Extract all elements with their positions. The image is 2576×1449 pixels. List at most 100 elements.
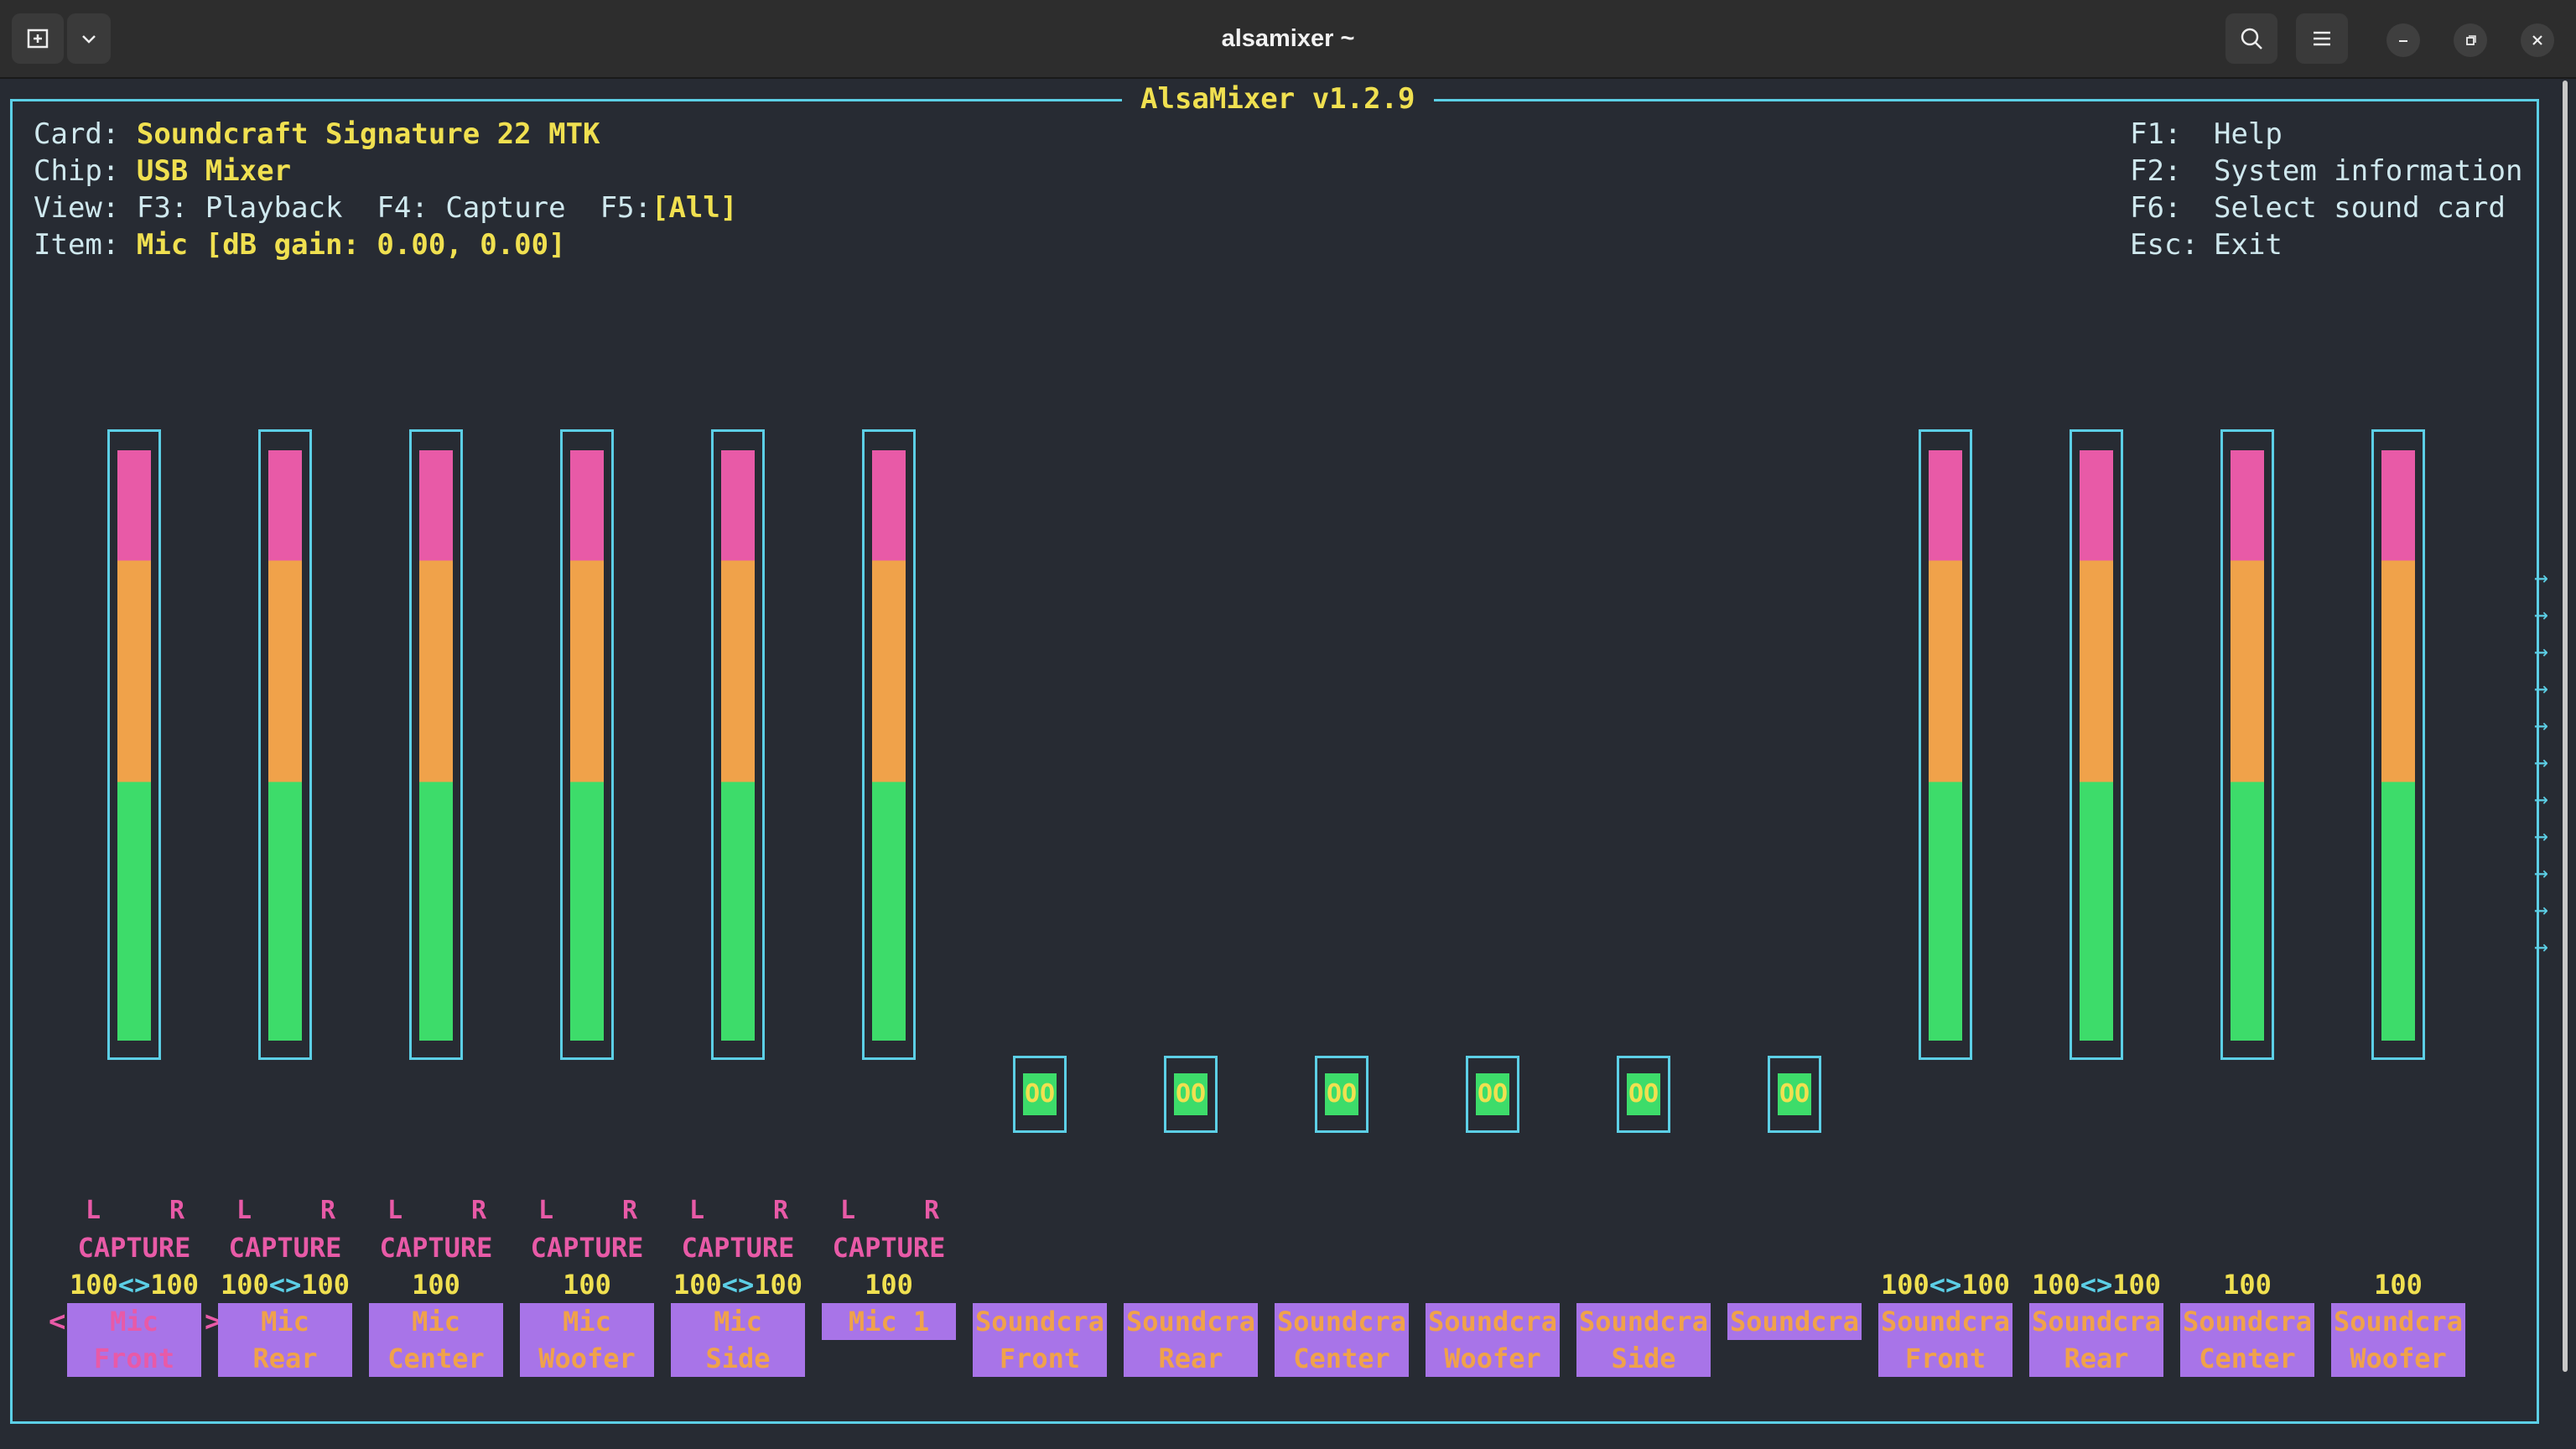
help-text: System information xyxy=(2214,154,2523,188)
title-bar: alsamixer ~ xyxy=(0,0,2576,79)
overflow-arrow-icon: → xyxy=(2534,674,2548,702)
right-channel-label: R xyxy=(169,1196,185,1225)
switch-state: OO xyxy=(1476,1073,1509,1115)
volume-meter[interactable] xyxy=(2371,429,2425,1060)
channel-name-line1: Mic 1 xyxy=(848,1306,930,1337)
terminal-area[interactable]: AlsaMixer v1.2.9 Card: Soundcraft Signat… xyxy=(0,79,2576,1449)
channel-name[interactable]: Soundcra Woofer xyxy=(2331,1303,2465,1377)
overflow-arrow-icon: → xyxy=(2534,748,2548,776)
volume-meter[interactable] xyxy=(409,429,463,1060)
close-icon xyxy=(2532,35,2542,45)
channel-name[interactable]: Soundcra Side xyxy=(1576,1303,1711,1377)
volume-value: 100 xyxy=(2323,1266,2474,1303)
volume-link: <> xyxy=(117,1269,151,1301)
view-line: View: F3: Playback F4: Capture F5:[All] xyxy=(34,191,738,225)
capture-switch[interactable]: OO xyxy=(1768,1056,1821,1133)
capture-switch[interactable]: OO xyxy=(1617,1056,1670,1133)
help-row: F2: System information xyxy=(2130,153,2522,190)
volume-meter[interactable] xyxy=(258,429,312,1060)
help-text: Exit xyxy=(2214,228,2283,262)
volume-meter[interactable] xyxy=(2070,429,2123,1060)
capture-label: CAPTURE xyxy=(681,1232,795,1264)
capture-switch[interactable]: OO xyxy=(1466,1056,1519,1133)
tab-menu-button[interactable] xyxy=(67,13,111,64)
channel-name[interactable]: Mic Side xyxy=(671,1303,805,1377)
view-all[interactable]: [All] xyxy=(651,191,738,225)
channel-name-line2: Side xyxy=(705,1343,771,1374)
volume-meter[interactable] xyxy=(711,429,765,1060)
volume-meter[interactable] xyxy=(560,429,614,1060)
volume-right: 100 xyxy=(754,1269,803,1301)
volume-value: 100<>100 xyxy=(2021,1266,2172,1303)
channel-name[interactable]: Soundcra Front xyxy=(973,1303,1107,1377)
help-text: Select sound card xyxy=(2214,191,2506,225)
scrollbar[interactable] xyxy=(2563,80,2568,1372)
overflow-arrow-icon: → xyxy=(2534,711,2548,739)
channel-name-line1: Soundcra xyxy=(2031,1306,2162,1337)
volume-value: 100<>100 xyxy=(210,1266,361,1303)
meter-fill xyxy=(2080,450,2113,1041)
overflow-arrow-icon: → xyxy=(2534,859,2548,886)
close-button[interactable] xyxy=(2521,23,2554,57)
channel-name[interactable]: Soundcra Center xyxy=(1275,1303,1409,1377)
channel-name[interactable]: Mic Center xyxy=(369,1303,503,1377)
channel-name-line2: Woofer xyxy=(538,1343,636,1374)
view-playback[interactable]: F3: Playback xyxy=(136,191,343,225)
search-icon xyxy=(2241,28,2262,49)
card-name: Soundcraft Signature 22 MTK xyxy=(136,117,600,151)
channel-name-line1: Mic xyxy=(412,1306,460,1337)
volume-meter[interactable] xyxy=(1919,429,1972,1060)
channel-name[interactable]: Mic Front xyxy=(67,1303,201,1377)
channel-name-line1: Soundcra xyxy=(1125,1306,1256,1337)
volume-left: 100 xyxy=(563,1269,611,1301)
channel-name[interactable]: Soundcra Front xyxy=(1878,1303,2012,1377)
volume-meter[interactable] xyxy=(107,429,161,1060)
volume-right: 100 xyxy=(301,1269,351,1301)
capture-label: CAPTURE xyxy=(530,1232,644,1264)
new-tab-icon xyxy=(27,29,49,49)
volume-link: <> xyxy=(1929,1269,1962,1301)
capture-switch[interactable]: OO xyxy=(1013,1056,1067,1133)
channel-name[interactable]: Mic Rear xyxy=(218,1303,352,1377)
right-channel-label: R xyxy=(320,1196,336,1225)
channel-name-line2: Center xyxy=(1293,1343,1390,1374)
channel-name-line2: Front xyxy=(93,1343,175,1374)
hamburger-menu-button[interactable] xyxy=(2296,13,2348,64)
switch-state: OO xyxy=(1627,1073,1660,1115)
minimize-button[interactable] xyxy=(2386,23,2420,57)
search-button[interactable] xyxy=(2225,13,2277,64)
channel-name[interactable]: Mic 1 xyxy=(822,1303,956,1340)
channel-name[interactable]: Soundcra Center xyxy=(2180,1303,2314,1377)
channel-name[interactable]: Soundcra Rear xyxy=(1124,1303,1258,1377)
left-channel-label: L xyxy=(538,1196,554,1225)
help-row: F1: Help xyxy=(2130,116,2283,153)
volume-meter[interactable] xyxy=(862,429,916,1060)
help-key: F6: xyxy=(2130,191,2182,225)
help-row: F6: Select sound card xyxy=(2130,190,2506,226)
window-title: alsamixer ~ xyxy=(1221,25,1355,52)
view-capture[interactable]: F4: Capture xyxy=(377,191,566,225)
volume-meter[interactable] xyxy=(2220,429,2274,1060)
capture-switch[interactable]: OO xyxy=(1164,1056,1218,1133)
meter-fill xyxy=(872,450,906,1041)
left-channel-label: L xyxy=(86,1196,101,1225)
capture-label: CAPTURE xyxy=(379,1232,493,1264)
channel-name[interactable]: Soundcra Rear xyxy=(2029,1303,2163,1377)
channel-name[interactable]: Mic Woofer xyxy=(520,1303,654,1377)
meter-fill xyxy=(2231,450,2264,1041)
volume-link: <> xyxy=(268,1269,302,1301)
channel-name[interactable]: Soundcra xyxy=(1727,1303,1862,1340)
channel-name-line2: Woofer xyxy=(2350,1343,2447,1374)
channel-name[interactable]: Soundcra Woofer xyxy=(1426,1303,1560,1377)
channel-name-line1: Soundcra xyxy=(1880,1306,2011,1337)
maximize-button[interactable] xyxy=(2454,23,2487,57)
volume-right: 100 xyxy=(150,1269,200,1301)
overflow-arrow-icon: → xyxy=(2534,896,2548,923)
chip-line: Chip: USB Mixer xyxy=(34,154,292,188)
volume-left: 100 xyxy=(2031,1269,2080,1301)
capture-switch[interactable]: OO xyxy=(1315,1056,1368,1133)
volume-left: 100 xyxy=(2374,1269,2423,1301)
left-channel-label: L xyxy=(387,1196,403,1225)
channel-name-line2: Center xyxy=(387,1343,485,1374)
new-tab-button[interactable] xyxy=(12,13,64,64)
